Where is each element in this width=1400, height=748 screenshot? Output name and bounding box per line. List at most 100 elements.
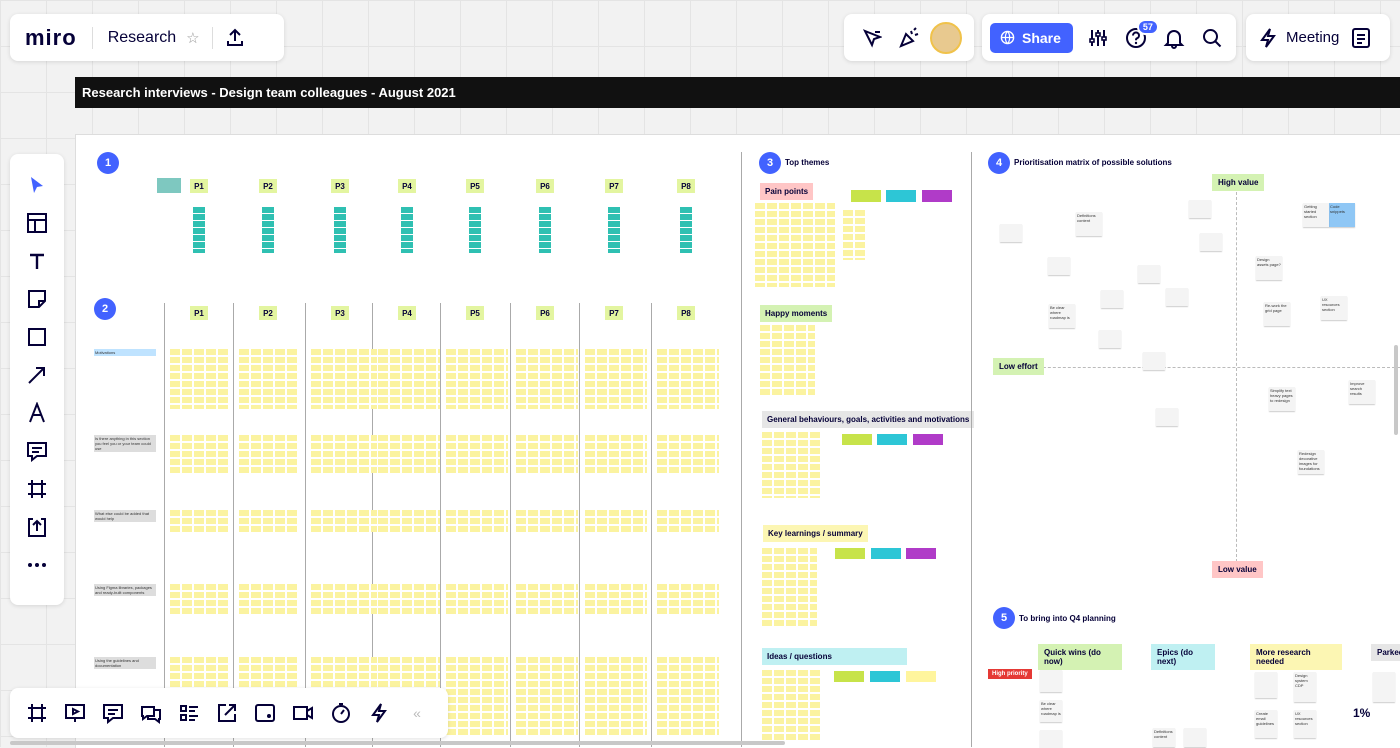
- matrix-note[interactable]: Redesign decorative images for foundatio…: [1298, 450, 1324, 474]
- matrix-note[interactable]: Design assets page?: [1256, 256, 1282, 280]
- help-icon[interactable]: 57: [1125, 18, 1159, 49]
- collapse-icon[interactable]: «: [413, 705, 421, 721]
- lightning-icon[interactable]: [360, 694, 398, 732]
- celebrate-icon[interactable]: [898, 26, 920, 49]
- pen-tool[interactable]: [18, 394, 56, 432]
- horizontal-scrollbar[interactable]: [10, 741, 785, 745]
- frames-icon[interactable]: [18, 694, 56, 732]
- share-screen-icon[interactable]: [208, 694, 246, 732]
- sticky-cluster[interactable]: [657, 510, 719, 532]
- sticky-cluster[interactable]: [311, 510, 377, 532]
- chat-icon[interactable]: [132, 694, 170, 732]
- sticky-cluster[interactable]: [657, 584, 719, 614]
- sticky-cluster[interactable]: [516, 510, 578, 532]
- planning-note[interactable]: Definitions content: [1153, 728, 1175, 747]
- theme-happy-moments[interactable]: Happy moments: [760, 305, 833, 322]
- theme-ideas-questions[interactable]: Ideas / questions: [762, 648, 907, 665]
- sticky-cluster[interactable]: [239, 349, 297, 409]
- matrix-note[interactable]: [1138, 265, 1160, 283]
- sticky-cluster[interactable]: [657, 349, 719, 409]
- sticky-cluster[interactable]: [516, 435, 578, 473]
- sticky-cluster[interactable]: [585, 435, 647, 473]
- sticky-cluster[interactable]: [378, 349, 440, 409]
- planning-note[interactable]: Create email guidelines: [1255, 710, 1277, 738]
- matrix-note[interactable]: [1048, 257, 1070, 275]
- planning-note[interactable]: [1255, 672, 1277, 698]
- sticky-cluster[interactable]: [657, 435, 719, 473]
- connector-tool[interactable]: [18, 356, 56, 394]
- sticky-cluster[interactable]: [311, 435, 377, 473]
- matrix-note[interactable]: [1143, 352, 1165, 370]
- matrix-note[interactable]: [1189, 200, 1211, 218]
- sticky-cluster[interactable]: [585, 510, 647, 532]
- more-tools-icon[interactable]: [18, 546, 56, 584]
- screenshot-icon[interactable]: [246, 694, 284, 732]
- search-icon[interactable]: [1201, 27, 1223, 49]
- sticky-cluster[interactable]: [585, 349, 647, 409]
- meeting-button[interactable]: Meeting: [1286, 29, 1340, 46]
- theme-key-learnings[interactable]: Key learnings / summary: [763, 525, 868, 542]
- sticky-cluster[interactable]: [585, 584, 647, 614]
- sticky-cluster[interactable]: [170, 510, 228, 532]
- matrix-note[interactable]: Be clear where roadmap is: [1049, 304, 1075, 328]
- matrix-note[interactable]: [1099, 330, 1121, 348]
- star-icon[interactable]: ☆: [186, 29, 200, 47]
- upload-icon[interactable]: [225, 28, 245, 48]
- sticky-cluster[interactable]: [516, 584, 578, 614]
- board-banner[interactable]: Research interviews - Design team collea…: [75, 77, 1400, 108]
- planning-note[interactable]: Be clear where roadmap is: [1040, 700, 1062, 722]
- sticky-cluster[interactable]: [446, 584, 508, 614]
- sticky-cluster[interactable]: [239, 584, 297, 614]
- notes-icon[interactable]: [1351, 27, 1371, 49]
- planning-note[interactable]: [1184, 728, 1206, 747]
- matrix-note[interactable]: Improve search results: [1349, 380, 1375, 404]
- matrix-note[interactable]: Re-work the grid page: [1264, 302, 1290, 326]
- miro-logo[interactable]: miro: [25, 24, 77, 50]
- upload-tool[interactable]: [18, 508, 56, 546]
- sticky-cluster[interactable]: [378, 584, 440, 614]
- theme-general[interactable]: General behaviours, goals, activities an…: [762, 411, 975, 428]
- sticky-cluster[interactable]: [170, 435, 228, 473]
- matrix-note[interactable]: Simplify text heavy pages to redesign: [1269, 387, 1295, 411]
- sticky-note-tool[interactable]: [18, 280, 56, 318]
- planning-note[interactable]: Design system CDP: [1294, 672, 1316, 702]
- sticky-cluster[interactable]: [378, 510, 440, 532]
- cursor-filter-icon[interactable]: [862, 28, 882, 48]
- share-button[interactable]: Share: [990, 22, 1073, 53]
- theme-pain-points[interactable]: Pain points: [760, 183, 814, 200]
- sticky-cluster[interactable]: [311, 349, 377, 409]
- planning-note[interactable]: [1040, 730, 1062, 748]
- comment-tool[interactable]: [18, 432, 56, 470]
- matrix-note[interactable]: [1200, 233, 1222, 251]
- planning-note[interactable]: [1373, 672, 1395, 702]
- sticky-cluster[interactable]: [311, 584, 377, 614]
- shape-tool[interactable]: [18, 318, 56, 356]
- sticky-cluster[interactable]: [657, 657, 719, 737]
- sticky-cluster[interactable]: [170, 584, 228, 614]
- sticky-cluster[interactable]: [516, 349, 578, 409]
- planning-note[interactable]: [1040, 670, 1062, 692]
- sticky-cluster[interactable]: [239, 510, 297, 532]
- sticky-cluster[interactable]: [585, 657, 647, 737]
- cards-icon[interactable]: [170, 694, 208, 732]
- sticky-cluster[interactable]: [446, 349, 508, 409]
- matrix-note[interactable]: [1101, 290, 1123, 308]
- select-tool[interactable]: [18, 166, 56, 204]
- sticky-cluster[interactable]: [239, 435, 297, 473]
- matrix-note[interactable]: Definitions content: [1076, 212, 1102, 236]
- avatar[interactable]: [930, 21, 962, 54]
- presentation-icon[interactable]: [56, 694, 94, 732]
- vertical-scrollbar[interactable]: [1394, 345, 1398, 435]
- matrix-note[interactable]: [1166, 288, 1188, 306]
- timer-icon[interactable]: [322, 694, 360, 732]
- frame-tool[interactable]: [18, 470, 56, 508]
- bell-icon[interactable]: [1163, 27, 1185, 49]
- settings-sliders-icon[interactable]: [1087, 27, 1109, 49]
- sticky-cluster[interactable]: [446, 510, 508, 532]
- sticky-cluster[interactable]: [170, 349, 228, 409]
- sticky-cluster[interactable]: [516, 657, 578, 737]
- board-title[interactable]: Research: [107, 28, 177, 46]
- video-icon[interactable]: [284, 694, 322, 732]
- text-tool[interactable]: [18, 242, 56, 280]
- matrix-note[interactable]: [1156, 408, 1178, 426]
